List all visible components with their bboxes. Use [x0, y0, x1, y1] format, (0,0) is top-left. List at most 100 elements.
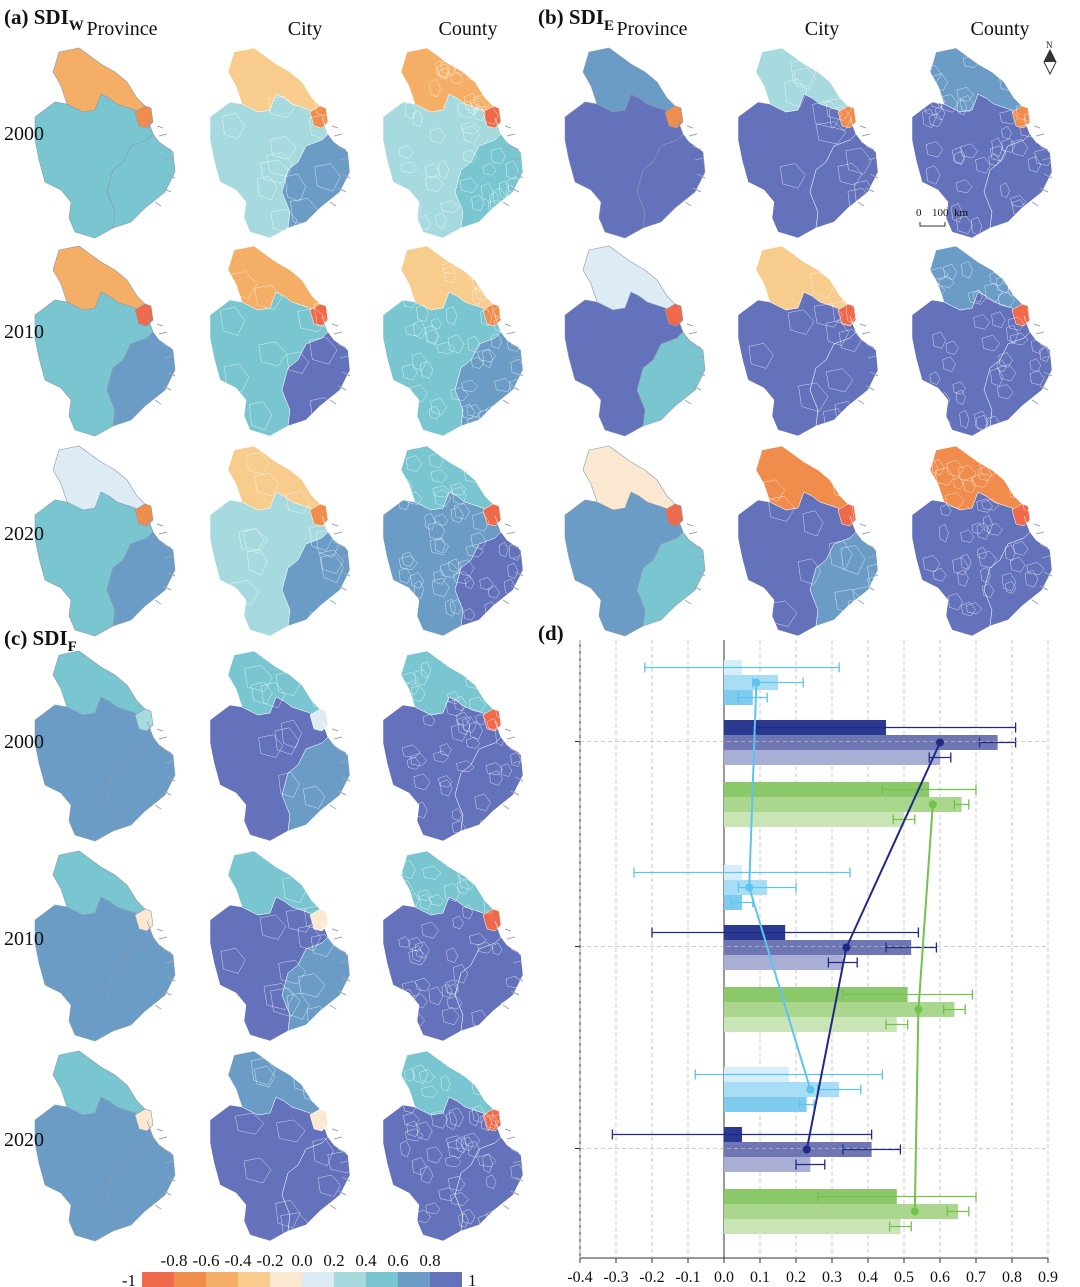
legend-swatch	[142, 1272, 174, 1287]
admin-boundary	[475, 713, 486, 726]
admin-boundary	[429, 79, 442, 98]
admin-boundary	[429, 537, 449, 556]
x-tick-label: 0.0	[714, 1269, 734, 1286]
admin-boundary	[498, 542, 509, 558]
admin-boundary	[404, 680, 420, 695]
admin-boundary	[417, 215, 432, 231]
admin-boundary	[460, 259, 473, 273]
admin-boundary	[405, 455, 422, 472]
admin-boundary	[335, 282, 362, 311]
admin-boundary	[411, 945, 424, 962]
admin-boundary	[968, 289, 987, 305]
admin-boundary	[424, 325, 439, 344]
coastal-islands	[1031, 323, 1053, 405]
legend-tick: -1	[122, 1271, 136, 1287]
admin-boundary	[481, 54, 495, 70]
admin-boundary	[313, 301, 344, 330]
admin-boundary	[1005, 264, 1021, 284]
admin-boundary	[309, 397, 336, 425]
admin-boundary	[400, 860, 416, 880]
year-label-2020: 2020	[4, 523, 44, 545]
admin-boundary	[230, 580, 260, 606]
admin-boundary	[310, 673, 336, 698]
admin-boundary	[503, 518, 518, 536]
admin-boundary	[313, 869, 343, 894]
admin-boundary	[996, 360, 1007, 372]
region-north	[400, 1050, 496, 1122]
admin-boundary	[463, 608, 476, 621]
admin-boundary	[492, 942, 503, 956]
admin-boundary	[304, 905, 331, 931]
admin-boundary	[485, 762, 503, 776]
admin-boundary	[829, 540, 853, 570]
admin-boundary	[462, 904, 473, 920]
admin-boundary	[483, 106, 499, 125]
admin-boundary	[309, 524, 334, 551]
region-north	[400, 850, 496, 922]
admin-boundary	[249, 401, 272, 431]
admin-boundary	[398, 495, 410, 511]
admin-boundary	[495, 702, 508, 720]
admin-boundary	[404, 323, 424, 337]
admin-boundary	[420, 360, 434, 379]
admin-boundary	[459, 177, 479, 194]
admin-boundary	[507, 338, 522, 352]
admin-boundary	[254, 285, 283, 310]
admin-boundary	[450, 599, 463, 615]
coastal-islands	[329, 323, 351, 405]
admin-boundary	[1009, 484, 1025, 499]
region-north	[227, 650, 323, 722]
admin-boundary	[281, 719, 302, 749]
admin-boundary	[310, 934, 334, 957]
admin-boundary	[942, 356, 956, 372]
admin-boundary	[451, 820, 466, 835]
x-tick-label: -0.1	[675, 1269, 700, 1286]
admin-boundary	[489, 770, 503, 786]
admin-boundary	[455, 712, 471, 726]
admin-boundary	[1022, 71, 1040, 88]
admin-boundary	[931, 73, 949, 91]
admin-boundary	[1011, 199, 1027, 217]
admin-boundary	[398, 555, 418, 571]
map-a-county-2020	[382, 445, 526, 637]
admin-boundary	[997, 455, 1015, 475]
admin-boundary	[1029, 370, 1045, 386]
legend-swatch	[366, 1272, 398, 1287]
admin-boundary	[438, 67, 451, 80]
admin-boundary	[448, 558, 462, 573]
admin-boundary	[991, 137, 1003, 158]
admin-boundary	[1027, 156, 1042, 173]
admin-boundary	[425, 163, 440, 179]
admin-boundary	[433, 569, 447, 585]
admin-boundary	[458, 871, 476, 890]
admin-boundary	[332, 522, 356, 547]
admin-boundary	[947, 593, 963, 611]
admin-boundary	[940, 504, 952, 517]
admin-boundary	[810, 270, 836, 299]
admin-boundary	[329, 598, 351, 624]
admin-boundary	[472, 512, 490, 532]
admin-boundary	[491, 301, 502, 318]
admin-boundary	[497, 200, 517, 218]
error-bar	[795, 1159, 826, 1170]
admin-boundary	[507, 1216, 523, 1231]
admin-boundary	[254, 472, 280, 497]
admin-boundary	[429, 127, 446, 144]
admin-boundary	[1002, 255, 1021, 273]
admin-boundary	[270, 208, 298, 234]
legend-tick: 0.8	[419, 1251, 440, 1270]
bar-sdi_e-county-2020	[724, 1157, 811, 1172]
admin-boundary	[280, 1212, 311, 1240]
admin-boundary	[471, 1009, 488, 1029]
admin-boundary	[845, 297, 868, 327]
admin-boundary	[426, 329, 439, 345]
admin-boundary	[290, 198, 320, 227]
admin-boundary	[487, 585, 500, 599]
admin-boundary	[505, 184, 516, 199]
admin-boundary	[491, 1106, 502, 1123]
coastal-islands	[857, 323, 879, 405]
admin-boundary	[487, 718, 499, 731]
map-a-city-2010	[209, 245, 362, 441]
coastal-islands	[329, 928, 351, 1010]
coastal-islands	[502, 728, 524, 810]
